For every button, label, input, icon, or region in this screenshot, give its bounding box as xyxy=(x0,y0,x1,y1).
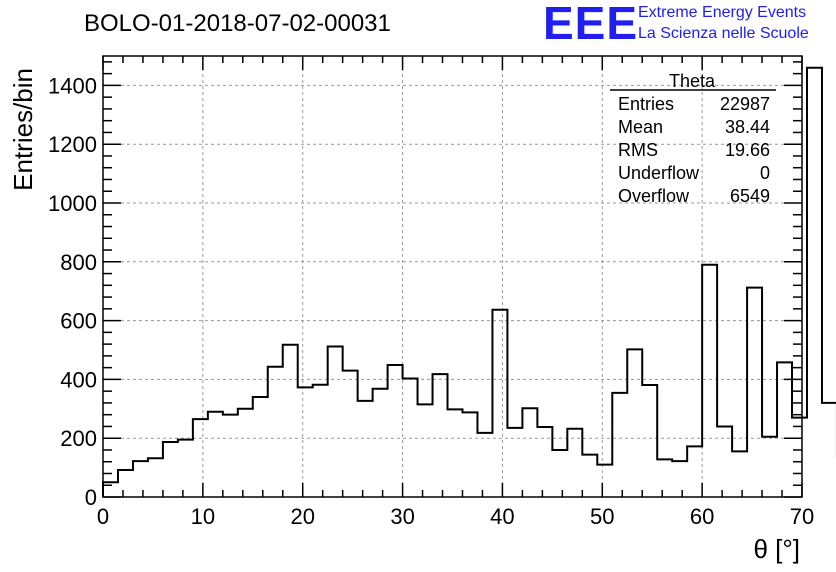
stats-value: 38.44 xyxy=(725,117,770,137)
y-tick-label: 800 xyxy=(60,250,97,275)
y-tick-label: 600 xyxy=(60,309,97,334)
eee-logo: EEE Extreme Energy Events La Scienza nel… xyxy=(543,0,833,49)
histogram-bin xyxy=(283,345,298,497)
stats-value: 19.66 xyxy=(725,140,770,160)
histogram-bin xyxy=(657,459,672,497)
stats-title: Theta xyxy=(669,71,716,91)
x-tick-label: 20 xyxy=(290,504,314,529)
histogram-bin xyxy=(253,397,268,497)
histogram-bin xyxy=(373,389,388,497)
histogram-bin xyxy=(238,409,253,497)
x-tick-label: 40 xyxy=(490,504,514,529)
stats-box: Theta Entries 22987 Mean 38.44 RMS 19.66 Under… xyxy=(610,71,776,206)
histogram-bin xyxy=(642,385,657,497)
stats-label: Overflow xyxy=(618,186,690,206)
histogram-bin xyxy=(328,346,343,497)
histogram-bin xyxy=(777,362,792,497)
tick-labels: 0 10 20 30 40 50 60 70 0 200 400 600 800 1000 1200 1400 xyxy=(48,73,814,529)
y-tick-label: 1000 xyxy=(48,191,97,216)
stats-label: RMS xyxy=(618,140,658,160)
histogram-bin xyxy=(537,427,552,497)
histogram-bin xyxy=(567,429,582,497)
plot-title: BOLO-01-2018-07-02-00031 xyxy=(84,10,391,37)
histogram-bin xyxy=(298,387,313,497)
histogram-bin xyxy=(672,461,687,497)
histogram-bin xyxy=(118,470,133,497)
histogram-bin xyxy=(313,385,328,497)
y-tick-label: 1400 xyxy=(48,73,97,98)
axis-ticks xyxy=(102,56,803,498)
stats-label: Entries xyxy=(618,94,674,114)
histogram-outline xyxy=(102,66,836,497)
x-tick-label: 0 xyxy=(97,504,109,529)
histogram-bin xyxy=(522,408,537,497)
histogram-bin xyxy=(477,433,492,497)
stats-label: Mean xyxy=(618,117,663,137)
histogram-bin xyxy=(627,349,642,497)
histogram-bin xyxy=(343,371,358,497)
histogram-bin xyxy=(148,458,163,497)
histogram-bin xyxy=(208,412,223,497)
y-tick-label: 400 xyxy=(60,367,97,392)
logo-line-2: La Scienza nelle Scuole xyxy=(638,25,809,42)
histogram-bin xyxy=(822,403,836,497)
histogram-bin xyxy=(388,365,403,497)
histogram-bin xyxy=(552,450,567,497)
histogram-bin xyxy=(268,367,283,497)
x-tick-label: 70 xyxy=(790,504,814,529)
histogram-bin xyxy=(492,310,507,497)
histogram-bin xyxy=(747,288,762,497)
histogram-bin xyxy=(462,412,477,497)
histogram-bin xyxy=(403,379,418,497)
plot-frame xyxy=(102,55,803,498)
histogram-bin xyxy=(687,446,702,497)
stats-value: 22987 xyxy=(720,94,770,114)
x-tick-label: 60 xyxy=(690,504,714,529)
logo-line-1: Extreme Energy Events xyxy=(638,4,807,21)
stats-value: 0 xyxy=(760,163,770,183)
grid-lines xyxy=(103,56,802,497)
y-tick-label: 0 xyxy=(85,485,97,510)
histogram-bin xyxy=(133,461,148,497)
histogram-bin xyxy=(702,265,717,497)
stats-value: 6549 xyxy=(730,186,770,206)
histogram-bin xyxy=(448,409,463,497)
x-tick-label: 30 xyxy=(390,504,414,529)
histogram-bin xyxy=(762,437,777,497)
histogram-bin xyxy=(717,426,732,497)
histogram-bin xyxy=(597,465,612,497)
histogram-bin xyxy=(418,404,433,497)
stats-rows: Entries 22987 Mean 38.44 RMS 19.66 Underflow 0 O… xyxy=(618,94,770,206)
histogram-bin xyxy=(507,428,522,497)
x-tick-label: 10 xyxy=(191,504,215,529)
histogram-bin xyxy=(433,374,448,497)
histogram-bin xyxy=(582,455,597,497)
histogram-bin xyxy=(807,68,822,497)
histogram-bin xyxy=(612,393,627,497)
x-tick-label: 50 xyxy=(590,504,614,529)
histogram-bin xyxy=(178,440,193,497)
histogram-bin xyxy=(358,401,373,497)
histogram-bin xyxy=(732,451,747,497)
logo-mark: EEE xyxy=(543,0,639,49)
histogram-bin xyxy=(163,442,178,497)
histogram-bin xyxy=(193,419,208,497)
y-axis-label: Entries/bin xyxy=(8,68,38,191)
histogram-bin xyxy=(223,415,238,497)
stats-label: Underflow xyxy=(618,163,700,183)
x-axis-label: θ [°] xyxy=(753,534,800,564)
y-tick-label: 1200 xyxy=(48,132,97,157)
y-tick-label: 200 xyxy=(60,426,97,451)
